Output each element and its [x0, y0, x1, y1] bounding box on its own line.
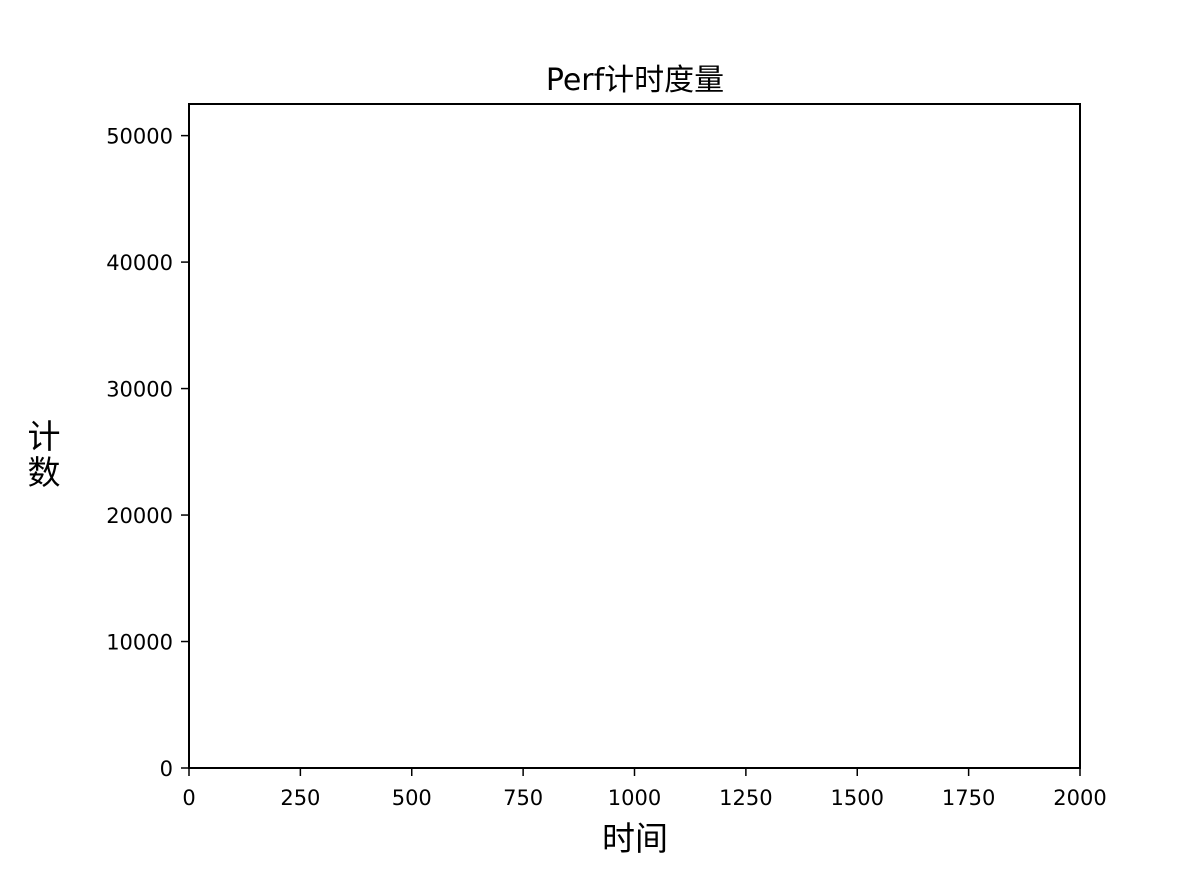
y-axis-ticks: 0 10000 20000 30000 40000 50000: [106, 125, 189, 781]
chart-title: Perf计时度量: [546, 63, 724, 98]
x-tick-label: 750: [503, 786, 543, 810]
y-axis-label: 计数: [28, 417, 61, 492]
y-tick-label: 30000: [106, 378, 173, 402]
x-tick-label: 250: [280, 786, 320, 810]
x-axis-ticks: 0 250 500 750 1000 1250 1500 1750 2000: [182, 768, 1107, 810]
x-tick-label: 1250: [719, 786, 772, 810]
x-axis-label: 时间: [602, 819, 668, 858]
y-tick-label: 0: [160, 757, 173, 781]
x-tick-label: 2000: [1053, 786, 1106, 810]
y-tick-label: 10000: [106, 631, 173, 655]
y-tick-label: 20000: [106, 504, 173, 528]
y-tick-label: 40000: [106, 251, 173, 275]
x-tick-label: 500: [392, 786, 432, 810]
plot-area-frame: [188, 103, 1081, 769]
y-tick-label: 50000: [106, 125, 173, 149]
x-tick-label: 0: [182, 786, 195, 810]
x-tick-label: 1750: [942, 786, 995, 810]
x-tick-label: 1000: [608, 786, 661, 810]
x-tick-label: 1500: [831, 786, 884, 810]
